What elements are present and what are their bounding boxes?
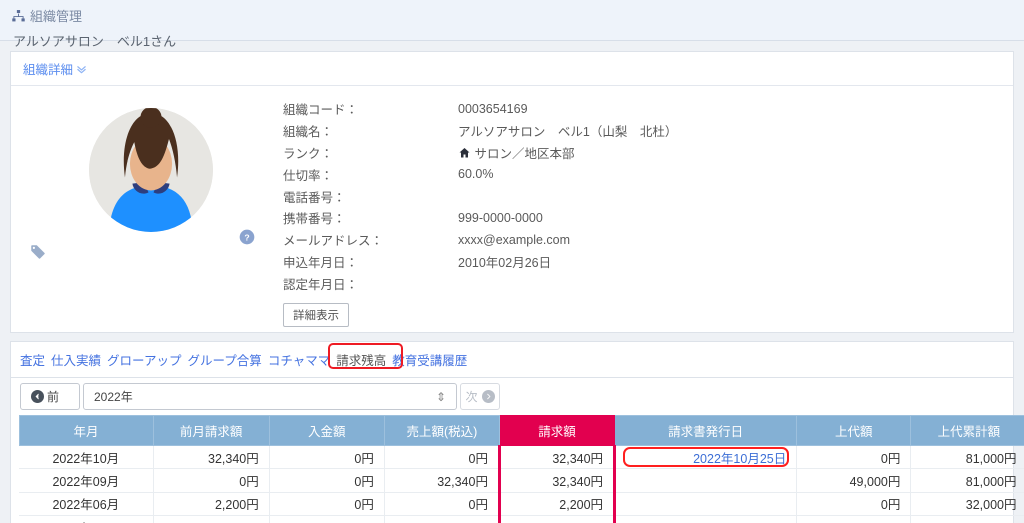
svg-text:?: ? <box>244 232 249 242</box>
